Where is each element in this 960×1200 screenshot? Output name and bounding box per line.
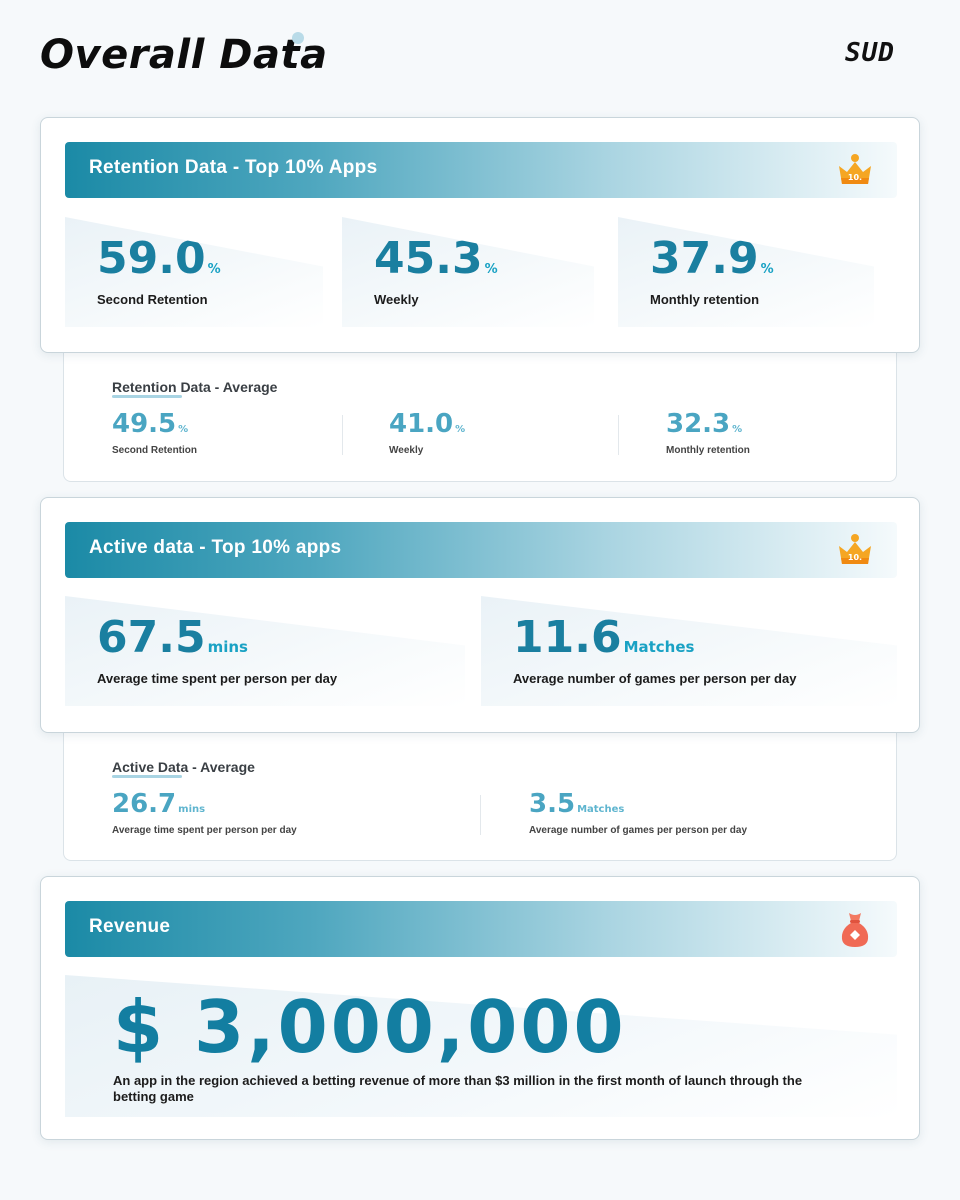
average-stat-unit: Matches [577,804,625,815]
revenue-header-label: Revenue [89,916,171,937]
stat-unit: % [760,262,774,277]
average-stat-label: Average time spent per person per day [112,825,297,836]
stat-label: Monthly retention [650,292,760,307]
crown-icon: 10. [839,154,871,184]
revenue-description: An app in the region achieved a betting … [113,1073,803,1104]
active-top-header: Active data - Top 10% apps 10. [65,522,897,578]
active-top-header-label: Active data - Top 10% apps [89,537,342,558]
average-stat-value: 49.5% [112,409,189,439]
active-top-card: Active data - Top 10% apps 10. 67.5 mins … [40,497,920,733]
stat-label: Second Retention [97,292,208,307]
average-stat-value: 41.0% [389,409,466,439]
crown-badge-text: 10. [848,173,862,182]
retention-top-header: Retention Data - Top 10% Apps 10. [65,142,897,198]
average-stat-label: Average number of games per person per d… [529,825,748,836]
average-stat: 49.5% Second Retention [112,409,197,456]
average-stat-unit: % [732,424,743,435]
stat-value: 59.0% [97,233,221,284]
stat-label: Average number of games per person per d… [513,671,797,686]
crown-badge-text: 10. [848,553,862,562]
average-stat-label: Weekly [389,445,424,456]
average-stat: 41.0% Weekly [389,409,465,456]
divider [342,415,343,455]
average-stat: 32.3% Monthly retention [666,409,750,456]
revenue-header: Revenue [65,901,897,957]
retention-average-panel: Retention Data - Average 49.5% Second Re… [63,352,897,482]
stat-tile: 37.9% Monthly retention [618,217,874,327]
average-stat-value: 32.3% [666,409,743,439]
stat-unit: % [484,262,498,277]
title-decoration-dot [292,32,304,44]
money-bag-icon [841,913,869,947]
stat-unit: % [207,262,221,277]
stat-label: Weekly [374,292,419,307]
average-stat-label: Monthly retention [666,445,750,456]
retention-average-title: Retention Data - Average [112,379,278,395]
stat-unit: Matches [623,638,695,656]
retention-top-card: Retention Data - Top 10% Apps 10. 59.0% … [40,117,920,353]
average-stat-value: 3.5 Matches [529,789,625,819]
average-stat-unit: % [178,424,189,435]
brand-logo: SUD [845,38,895,68]
average-stat: 3.5 Matches Average number of games per p… [529,789,747,836]
average-stat: 26.7 mins Average time spent per person p… [112,789,297,836]
stat-label: Average time spent per person per day [97,671,338,686]
average-stat-unit: mins [178,804,206,815]
divider [480,795,481,835]
revenue-card: Revenue $ 3,000,000 An app in the region… [40,876,920,1140]
average-stat-unit: % [455,424,466,435]
active-average-title: Active Data - Average [112,759,255,775]
retention-top-header-label: Retention Data - Top 10% Apps [89,157,378,178]
crown-icon: 10. [839,534,871,564]
stat-value: 45.3% [374,233,498,284]
divider [618,415,619,455]
stat-value: 67.5 mins [97,612,248,663]
active-average-panel: Active Data - Average 26.7 mins Average t… [63,732,897,861]
stat-tile: 67.5 mins Average time spent per person p… [65,596,465,706]
stat-tile: 11.6 Matches Average number of games per … [481,596,897,706]
average-stat-value: 26.7 mins [112,789,206,819]
stat-unit: mins [207,638,248,656]
page-title: Overall Data [40,32,328,78]
stat-value: 37.9% [650,233,774,284]
title-underline [112,395,182,398]
stat-tile: 59.0% Second Retention [65,217,323,327]
title-underline [112,775,182,778]
average-stat-label: Second Retention [112,445,198,456]
stat-value: 11.6 Matches [513,612,695,663]
stat-tile: 45.3% Weekly [342,217,594,327]
revenue-amount: $ 3,000,000 [113,985,627,1069]
